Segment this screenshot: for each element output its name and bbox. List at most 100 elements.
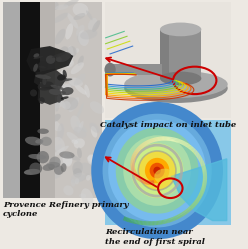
Ellipse shape — [62, 152, 72, 167]
Circle shape — [103, 114, 212, 227]
Ellipse shape — [51, 85, 64, 90]
Ellipse shape — [57, 74, 66, 81]
Ellipse shape — [87, 154, 96, 165]
Circle shape — [108, 120, 206, 222]
Ellipse shape — [55, 29, 65, 44]
Ellipse shape — [87, 155, 104, 164]
Ellipse shape — [65, 23, 73, 40]
Ellipse shape — [66, 81, 77, 87]
Ellipse shape — [53, 2, 59, 10]
Ellipse shape — [48, 145, 62, 155]
Ellipse shape — [81, 188, 93, 206]
Circle shape — [116, 127, 199, 214]
Ellipse shape — [38, 81, 54, 91]
Ellipse shape — [66, 132, 80, 143]
Text: Provence Refinery primary
cyclone: Provence Refinery primary cyclone — [3, 201, 128, 218]
Ellipse shape — [28, 154, 46, 159]
Ellipse shape — [46, 56, 55, 64]
Ellipse shape — [57, 97, 66, 109]
Ellipse shape — [61, 84, 71, 94]
Bar — [160, 29, 169, 78]
Ellipse shape — [66, 78, 73, 82]
Ellipse shape — [50, 76, 65, 89]
Ellipse shape — [84, 85, 90, 98]
Ellipse shape — [77, 147, 82, 158]
Ellipse shape — [75, 48, 79, 53]
Ellipse shape — [73, 168, 82, 178]
Ellipse shape — [70, 116, 81, 132]
Ellipse shape — [69, 78, 83, 87]
Ellipse shape — [78, 30, 89, 46]
Ellipse shape — [75, 178, 79, 185]
Ellipse shape — [60, 70, 67, 76]
Ellipse shape — [60, 78, 72, 81]
Ellipse shape — [62, 101, 71, 110]
Ellipse shape — [33, 56, 43, 59]
Text: Catalyst impact on inlet tube: Catalyst impact on inlet tube — [100, 121, 237, 128]
Polygon shape — [26, 46, 73, 75]
Ellipse shape — [73, 13, 85, 20]
Bar — [3, 2, 102, 198]
Ellipse shape — [77, 122, 87, 132]
Bar — [160, 29, 201, 78]
Bar — [3, 2, 20, 198]
Bar — [20, 2, 40, 198]
Ellipse shape — [56, 57, 62, 62]
Ellipse shape — [71, 179, 76, 187]
Ellipse shape — [57, 95, 61, 103]
Ellipse shape — [53, 137, 65, 152]
Ellipse shape — [52, 114, 61, 122]
Ellipse shape — [50, 97, 62, 109]
Ellipse shape — [124, 73, 228, 103]
Bar — [40, 2, 55, 198]
Ellipse shape — [86, 10, 93, 20]
Ellipse shape — [37, 128, 49, 134]
Ellipse shape — [36, 74, 46, 78]
Circle shape — [150, 163, 165, 179]
Ellipse shape — [57, 124, 64, 140]
Ellipse shape — [79, 193, 86, 198]
Ellipse shape — [74, 84, 87, 95]
Bar — [105, 2, 231, 118]
Ellipse shape — [74, 138, 85, 149]
Ellipse shape — [93, 183, 105, 190]
Ellipse shape — [41, 137, 52, 146]
Ellipse shape — [56, 52, 71, 62]
Ellipse shape — [74, 74, 86, 86]
Ellipse shape — [67, 13, 79, 29]
Ellipse shape — [38, 61, 47, 71]
Ellipse shape — [54, 73, 58, 77]
Ellipse shape — [63, 185, 74, 195]
Circle shape — [145, 158, 169, 183]
Ellipse shape — [59, 91, 66, 95]
Ellipse shape — [61, 96, 69, 100]
Ellipse shape — [29, 163, 42, 174]
Ellipse shape — [88, 18, 97, 30]
Ellipse shape — [154, 169, 175, 184]
Ellipse shape — [24, 169, 40, 175]
Ellipse shape — [66, 61, 74, 68]
Text: Recirculation near
the end of first spiral: Recirculation near the end of first spir… — [105, 228, 205, 246]
Ellipse shape — [80, 163, 93, 175]
Ellipse shape — [53, 13, 68, 23]
Ellipse shape — [61, 163, 66, 172]
Ellipse shape — [80, 30, 97, 39]
Ellipse shape — [63, 97, 78, 110]
Ellipse shape — [67, 46, 77, 57]
Ellipse shape — [71, 173, 85, 183]
Ellipse shape — [33, 53, 39, 58]
Ellipse shape — [59, 151, 75, 159]
Polygon shape — [171, 159, 227, 221]
Ellipse shape — [60, 46, 68, 55]
Ellipse shape — [66, 46, 74, 65]
Polygon shape — [38, 85, 64, 105]
Ellipse shape — [86, 175, 91, 181]
Ellipse shape — [43, 164, 55, 171]
Ellipse shape — [39, 66, 46, 68]
Circle shape — [131, 143, 184, 198]
Ellipse shape — [78, 56, 84, 66]
Circle shape — [153, 167, 161, 175]
Ellipse shape — [64, 75, 68, 83]
Ellipse shape — [58, 86, 72, 100]
Ellipse shape — [76, 25, 85, 36]
